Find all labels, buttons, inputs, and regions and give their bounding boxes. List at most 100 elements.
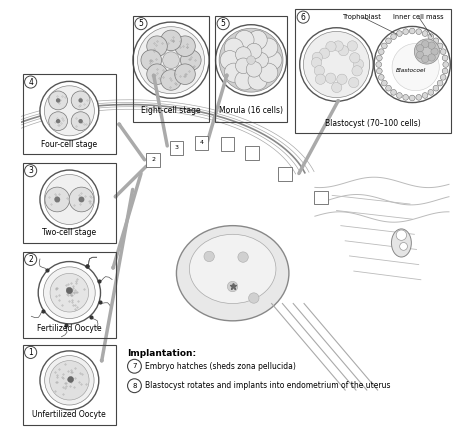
Circle shape	[422, 92, 428, 99]
Circle shape	[147, 64, 167, 85]
Circle shape	[175, 36, 195, 56]
Circle shape	[135, 17, 147, 30]
Circle shape	[235, 30, 254, 49]
Circle shape	[437, 43, 443, 49]
Circle shape	[433, 85, 439, 91]
Text: Blastocyst rotates and implants into endometrium of the uterus: Blastocyst rotates and implants into end…	[146, 381, 391, 390]
Circle shape	[44, 267, 95, 319]
Circle shape	[69, 187, 94, 212]
Circle shape	[315, 74, 326, 84]
Circle shape	[392, 43, 439, 91]
Circle shape	[416, 95, 421, 100]
Text: 7: 7	[132, 363, 137, 369]
Bar	[215, 16, 287, 122]
Circle shape	[40, 351, 99, 410]
Text: 4: 4	[28, 78, 33, 86]
Bar	[23, 345, 116, 424]
Circle shape	[421, 40, 429, 48]
Circle shape	[66, 287, 73, 294]
Circle shape	[422, 31, 428, 36]
Circle shape	[311, 57, 322, 68]
Bar	[245, 146, 259, 160]
Circle shape	[137, 26, 204, 94]
Circle shape	[386, 38, 392, 44]
Text: 8: 8	[132, 383, 137, 389]
Circle shape	[338, 46, 349, 56]
Circle shape	[397, 92, 402, 99]
Circle shape	[433, 38, 439, 44]
Circle shape	[416, 29, 421, 34]
Text: Trophoblast: Trophoblast	[343, 14, 382, 20]
Bar	[23, 252, 116, 338]
Circle shape	[175, 64, 195, 85]
Circle shape	[248, 30, 267, 49]
Text: 6: 6	[301, 13, 306, 22]
Circle shape	[314, 66, 325, 76]
Circle shape	[25, 76, 36, 88]
Text: 1: 1	[28, 348, 33, 357]
Circle shape	[161, 30, 182, 51]
Bar	[23, 74, 116, 154]
Bar	[220, 138, 235, 151]
Circle shape	[78, 98, 83, 102]
Circle shape	[71, 91, 90, 110]
Circle shape	[331, 82, 342, 92]
Circle shape	[333, 41, 343, 51]
Circle shape	[353, 59, 364, 69]
Text: 3: 3	[174, 145, 178, 150]
Circle shape	[303, 31, 370, 98]
Text: Embryo hatches (sheds zona pellucida): Embryo hatches (sheds zona pellucida)	[146, 362, 296, 371]
Circle shape	[50, 361, 89, 400]
Circle shape	[40, 170, 99, 229]
Text: Eight-cell stage: Eight-cell stage	[141, 106, 201, 115]
Circle shape	[236, 58, 251, 74]
Circle shape	[224, 38, 244, 57]
Ellipse shape	[176, 226, 289, 321]
Circle shape	[25, 346, 36, 358]
Circle shape	[248, 293, 259, 303]
Circle shape	[38, 262, 100, 324]
Circle shape	[397, 31, 402, 36]
Circle shape	[382, 80, 387, 86]
Circle shape	[220, 51, 239, 70]
Circle shape	[352, 66, 362, 76]
Text: Four-cell stage: Four-cell stage	[41, 140, 98, 149]
Circle shape	[382, 43, 387, 49]
Circle shape	[386, 85, 392, 91]
Circle shape	[414, 39, 439, 64]
Circle shape	[263, 51, 282, 70]
Circle shape	[421, 55, 429, 62]
Text: Morula (16 cells): Morula (16 cells)	[219, 106, 283, 115]
Text: Fertilized Oocyte: Fertilized Oocyte	[37, 323, 102, 332]
Circle shape	[25, 253, 36, 266]
Circle shape	[45, 86, 94, 136]
Circle shape	[297, 11, 309, 23]
Text: 5: 5	[138, 19, 144, 28]
Circle shape	[78, 119, 83, 123]
Circle shape	[403, 95, 409, 100]
Circle shape	[442, 55, 448, 61]
Circle shape	[141, 50, 162, 70]
Circle shape	[428, 54, 435, 61]
Circle shape	[79, 197, 84, 202]
Circle shape	[428, 89, 434, 95]
Circle shape	[326, 73, 336, 83]
Text: Unfertilized Oocyte: Unfertilized Oocyte	[33, 410, 106, 419]
Circle shape	[236, 47, 251, 62]
Circle shape	[300, 28, 373, 101]
Circle shape	[376, 55, 382, 61]
Circle shape	[391, 89, 396, 95]
Circle shape	[228, 281, 238, 292]
Circle shape	[68, 377, 73, 382]
Circle shape	[378, 75, 384, 80]
Circle shape	[204, 251, 214, 262]
Circle shape	[376, 62, 382, 67]
Circle shape	[128, 359, 141, 373]
Ellipse shape	[190, 234, 276, 303]
Circle shape	[49, 91, 67, 110]
Bar	[295, 10, 451, 133]
Circle shape	[45, 174, 94, 224]
Text: 2: 2	[28, 255, 33, 264]
Circle shape	[161, 70, 182, 90]
Circle shape	[312, 52, 322, 62]
